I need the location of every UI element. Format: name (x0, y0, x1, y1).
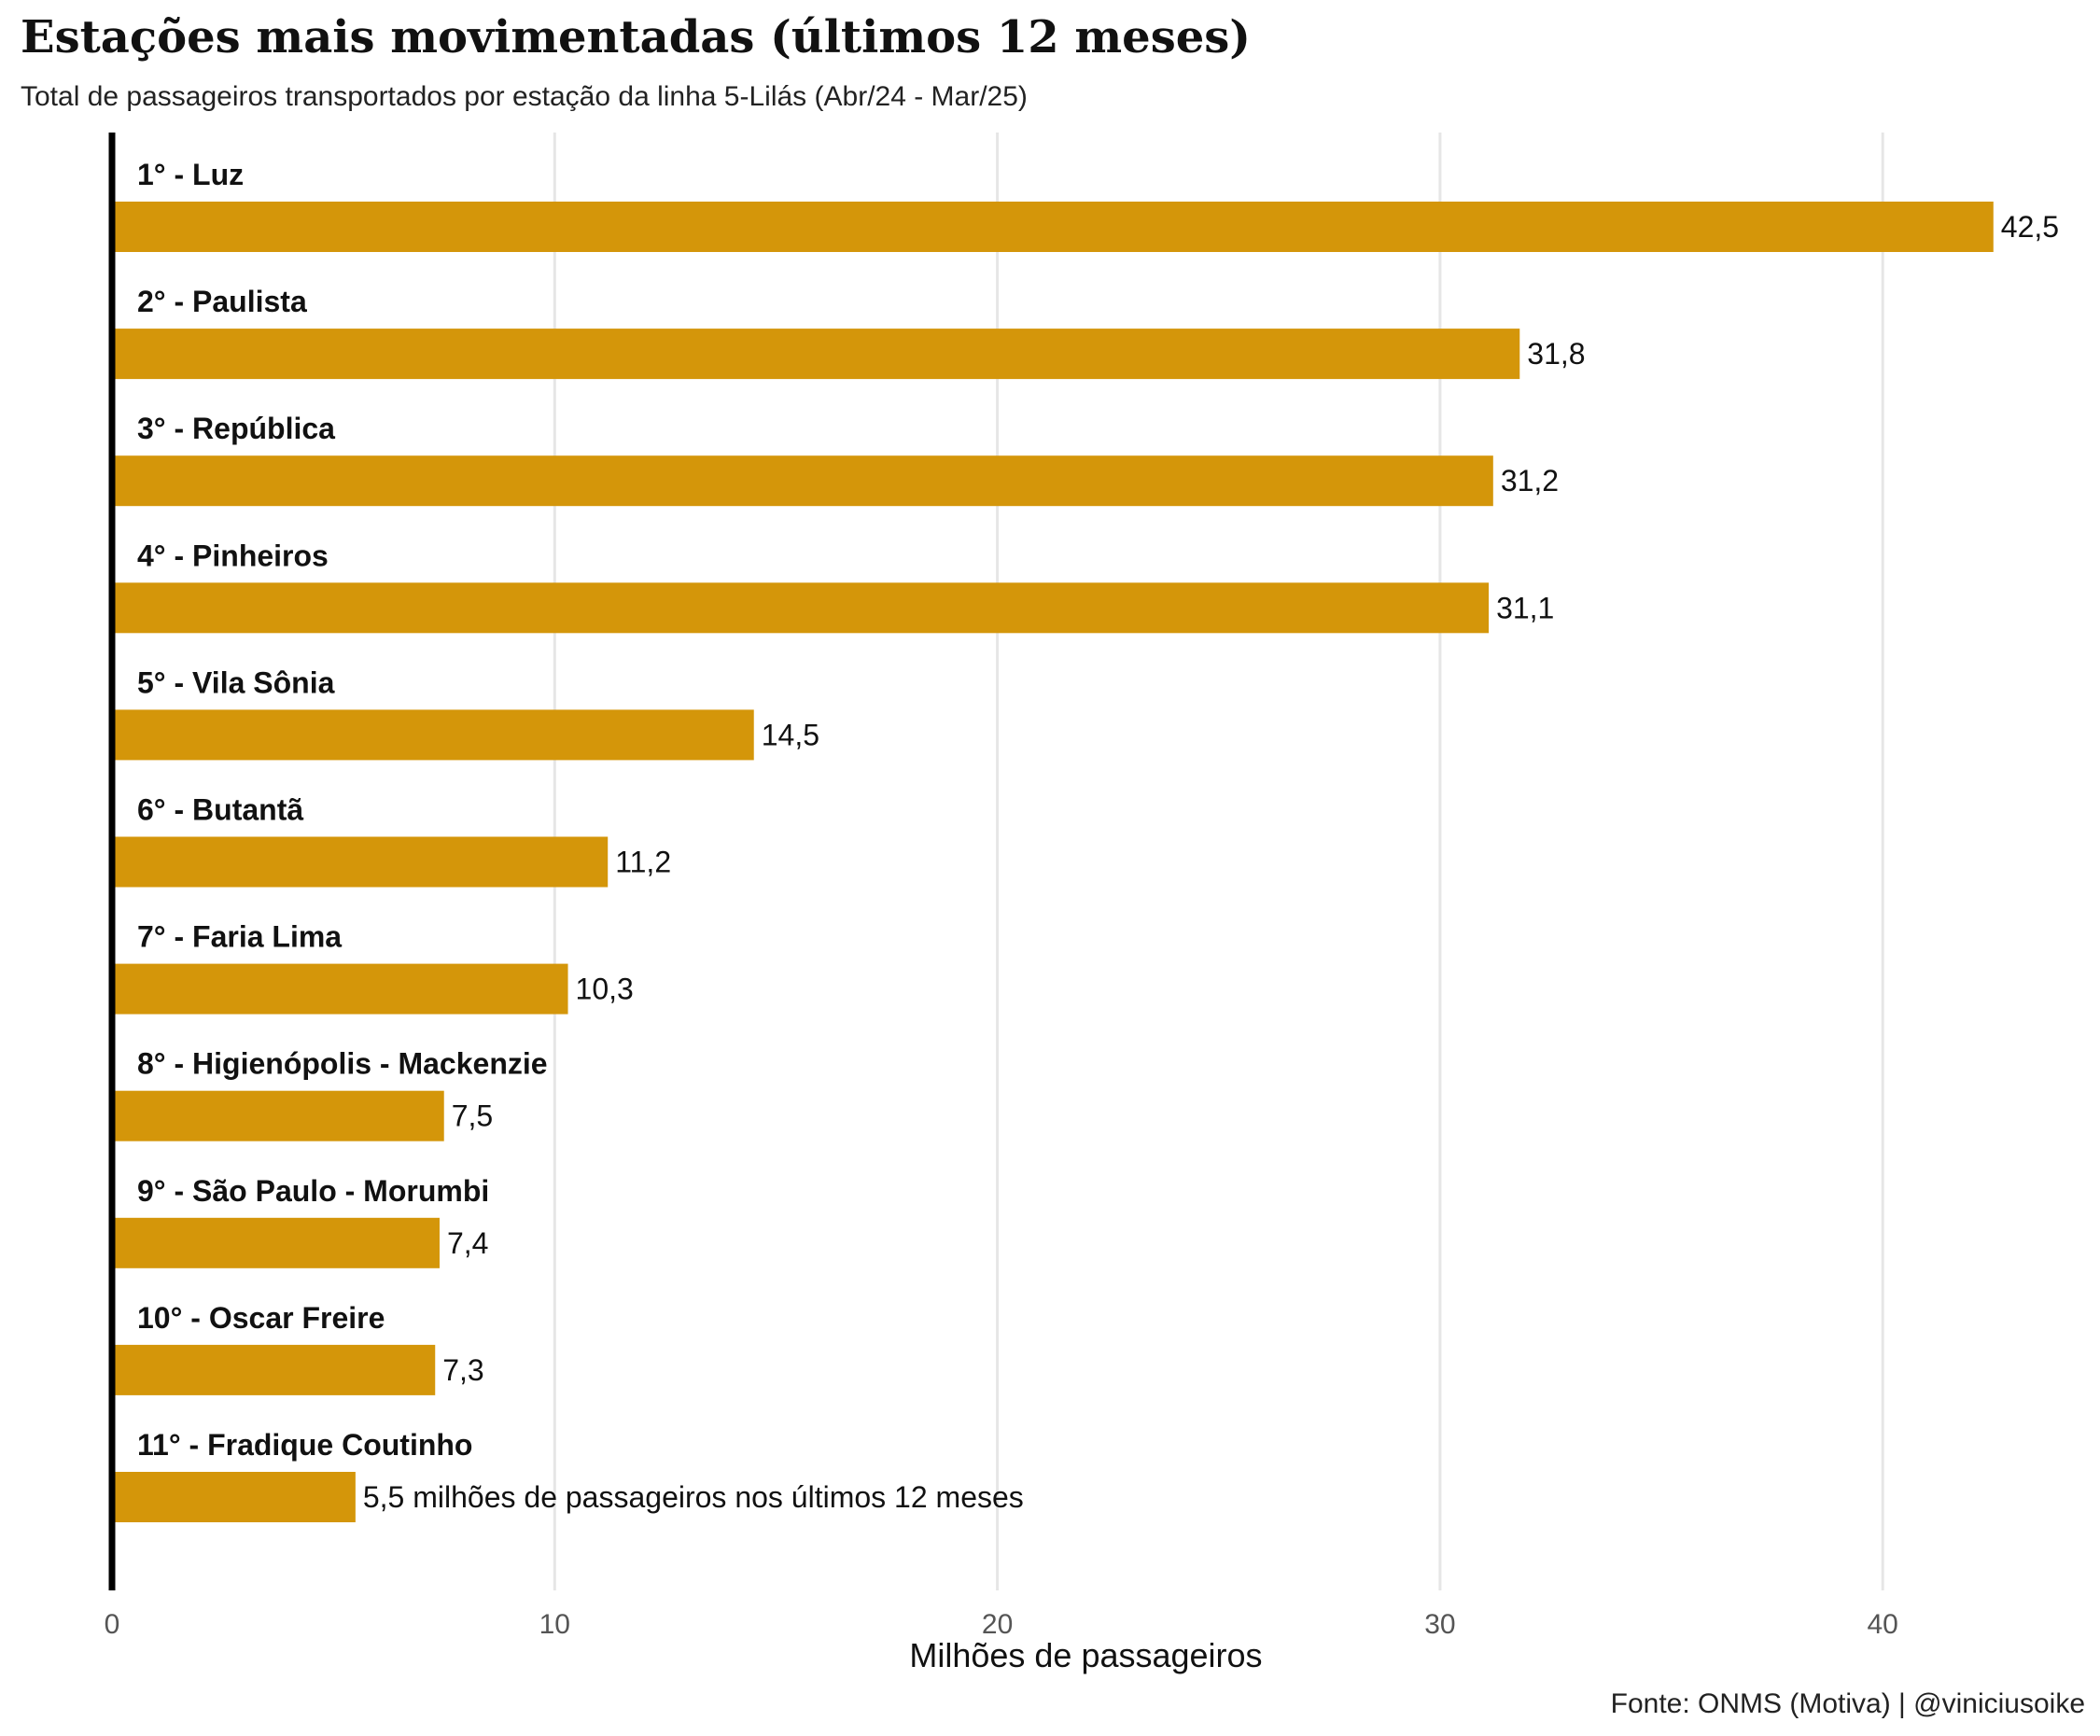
source-caption: Fonte: ONMS (Motiva) | @viniciusoike (1610, 1688, 2085, 1719)
value-label: 7,3 (442, 1353, 483, 1387)
value-label: 31,8 (1527, 337, 1585, 371)
value-label: 14,5 (762, 718, 819, 751)
category-label: 9° - São Paulo - Morumbi (137, 1174, 489, 1208)
x-tick-label: 0 (105, 1609, 120, 1640)
category-label: 5° - Vila Sônia (137, 665, 335, 699)
category-label: 3° - República (137, 412, 335, 445)
x-tick-label: 30 (1424, 1609, 1455, 1640)
category-label: 11° - Fradique Coutinho (137, 1428, 472, 1462)
value-label: 11,2 (615, 846, 671, 879)
bar (112, 709, 754, 761)
bars (112, 202, 1994, 1522)
value-label: 7,5 (452, 1099, 493, 1133)
bar (112, 455, 1493, 507)
x-axis: 0 10 20 30 40 Milhões de passageiros (105, 133, 1898, 1674)
chart-title: Estações mais movimentadas (últimos 12 m… (21, 11, 1252, 63)
bar (112, 582, 1490, 634)
labels: 1° - Luz 42,5 2° - Paulista 31,8 3° - Repúbl… (137, 158, 2059, 1514)
category-label: 8° - Higienópolis - Mackenzie (137, 1047, 548, 1081)
value-label: 31,2 (1501, 464, 1559, 497)
x-axis-title: Milhões de passageiros (909, 1636, 1262, 1674)
category-label: 10° - Oscar Freire (137, 1301, 385, 1335)
category-label: 7° - Faria Lima (137, 920, 342, 954)
category-label: 2° - Paulista (137, 285, 307, 318)
category-label: 6° - Butantã (137, 793, 303, 827)
chart-subtitle: Total de passageiros transportados por e… (21, 81, 1028, 112)
bar (112, 1090, 444, 1141)
value-label: 42,5 (2001, 210, 2059, 244)
value-label: 5,5 milhões de passageiros nos últimos 1… (363, 1480, 1024, 1514)
bar (112, 1472, 356, 1522)
bar (112, 1217, 440, 1268)
bar (112, 202, 1994, 252)
value-label: 10,3 (576, 973, 634, 1006)
bar (112, 1344, 436, 1395)
value-label: 7,4 (447, 1226, 488, 1260)
category-label: 4° - Pinheiros (137, 539, 329, 572)
category-label: 1° - Luz (137, 158, 244, 191)
value-label: 31,1 (1496, 591, 1554, 624)
x-tick-label: 10 (539, 1609, 570, 1640)
x-tick-label: 20 (982, 1609, 1013, 1640)
bar (112, 963, 568, 1015)
bar (112, 836, 609, 888)
bar (112, 329, 1520, 380)
x-tick-label: 40 (1868, 1609, 1898, 1640)
